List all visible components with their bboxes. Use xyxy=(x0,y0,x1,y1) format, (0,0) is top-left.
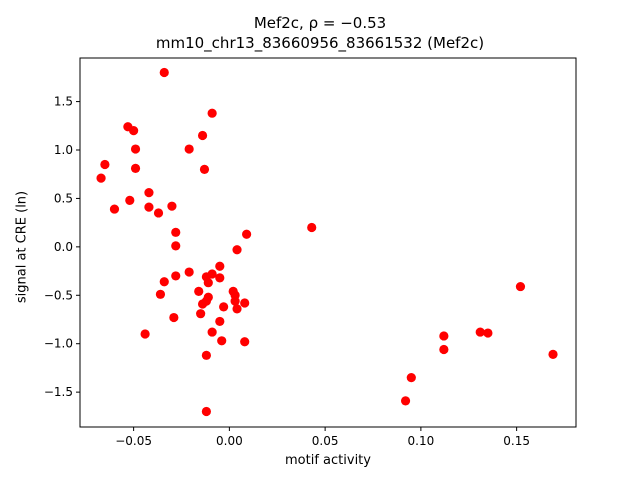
y-tick-label: −1.0 xyxy=(44,337,73,351)
data-point xyxy=(96,173,106,183)
data-point xyxy=(155,289,166,299)
data-point xyxy=(201,350,211,360)
data-point xyxy=(201,406,211,417)
chart-title-line2: mm10_chr13_83660956_83661532 (Mef2c) xyxy=(155,34,485,52)
y-axis-label: signal at CRE (ln) xyxy=(15,191,30,303)
data-point xyxy=(439,344,449,355)
data-point xyxy=(242,229,252,239)
y-axis-label-text: signal at CRE (ln) xyxy=(14,190,30,304)
data-point xyxy=(130,163,141,174)
data-point xyxy=(217,336,227,346)
data-point xyxy=(232,304,242,314)
data-point xyxy=(215,273,225,283)
data-point xyxy=(230,296,240,306)
data-point xyxy=(232,245,242,255)
data-point xyxy=(240,298,250,308)
chart-title-line1: Mef2c, ρ = −0.53 xyxy=(253,14,387,32)
x-tick-label: 0.15 xyxy=(503,434,530,448)
data-point xyxy=(169,312,179,323)
data-point xyxy=(400,396,411,406)
data-point xyxy=(109,204,120,214)
data-point xyxy=(184,267,194,277)
data-point xyxy=(207,108,217,118)
data-point xyxy=(129,126,139,136)
y-tick-label: 1.5 xyxy=(54,95,73,109)
data-point xyxy=(171,227,181,237)
data-point xyxy=(483,328,493,338)
data-point xyxy=(207,327,217,337)
data-point xyxy=(144,188,154,198)
y-tick-label: 0.5 xyxy=(54,191,73,205)
data-point xyxy=(197,130,208,141)
data-point xyxy=(171,271,181,281)
data-point xyxy=(307,222,317,233)
data-point xyxy=(159,277,169,287)
data-point xyxy=(199,164,210,174)
data-point xyxy=(194,286,204,297)
data-point xyxy=(184,144,194,154)
data-point xyxy=(196,309,206,319)
y-tick-label: 0.0 xyxy=(54,240,73,254)
data-point xyxy=(406,373,416,383)
plot-frame xyxy=(79,57,577,428)
data-point xyxy=(215,316,225,327)
x-axis-label: motif activity xyxy=(285,453,371,468)
y-tick-label: −0.5 xyxy=(44,288,73,302)
data-point xyxy=(219,302,229,312)
data-point xyxy=(171,241,181,251)
data-point xyxy=(548,349,558,359)
x-tick-label: 0.00 xyxy=(216,434,243,448)
data-point xyxy=(167,201,177,211)
axis-ticks: −0.05 0.00 0.05 0.10 0.15 −1.5 −1.0 −0.5 0.0 0.5 1… xyxy=(44,95,530,448)
y-tick-label: −1.5 xyxy=(44,385,73,399)
data-point xyxy=(140,329,150,339)
data-point xyxy=(203,278,213,288)
data-point xyxy=(197,299,208,309)
data-point xyxy=(240,337,250,347)
data-points xyxy=(96,67,558,417)
data-point xyxy=(130,144,141,154)
data-point xyxy=(100,159,110,170)
x-tick-label: 0.05 xyxy=(312,434,339,448)
data-point xyxy=(475,327,485,337)
data-point xyxy=(515,281,526,292)
data-point xyxy=(125,195,135,205)
data-point xyxy=(439,331,449,341)
data-point xyxy=(215,261,225,271)
data-point xyxy=(153,208,164,218)
data-point xyxy=(144,202,154,212)
y-tick-label: 1.0 xyxy=(54,143,73,157)
x-tick-label: 0.10 xyxy=(408,434,435,448)
x-tick-label: −0.05 xyxy=(115,434,152,448)
data-point xyxy=(159,67,169,78)
